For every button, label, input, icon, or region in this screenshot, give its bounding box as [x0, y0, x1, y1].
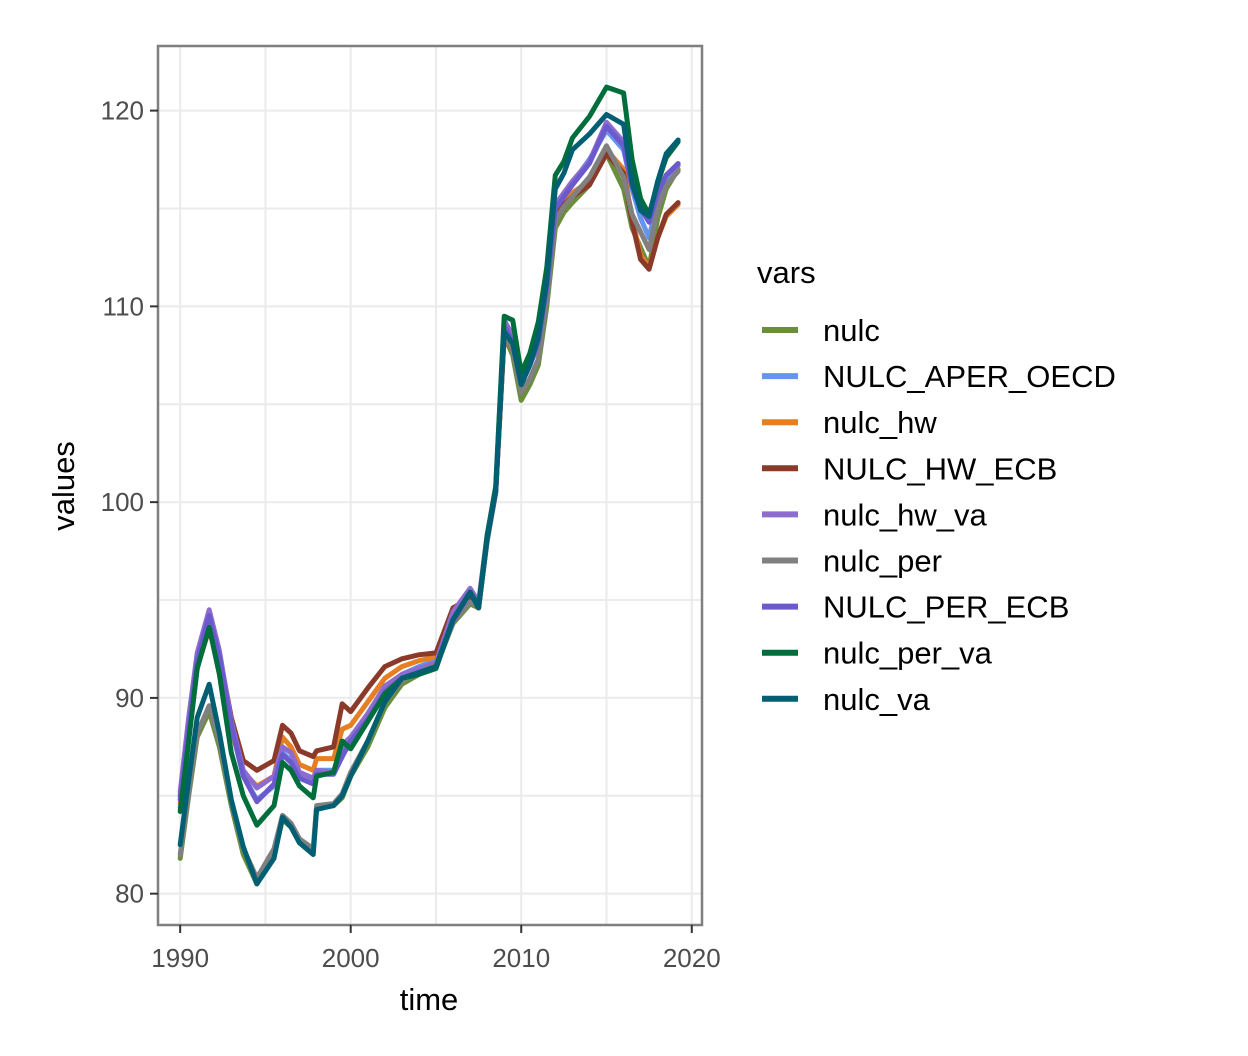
- y-tick-label: 120: [101, 96, 144, 126]
- series-line-nulc-aper-oecd: [177, 127, 681, 810]
- legend-label: nulc_hw: [823, 405, 937, 440]
- legend-label: nulc_per_va: [823, 636, 993, 671]
- series-line-nulc-hw: [177, 147, 681, 807]
- legend-item: nulc_va: [762, 682, 931, 717]
- legend-label: nulc_per: [823, 544, 942, 579]
- grid: [158, 46, 702, 925]
- series-line-nulc-hw-ecb: [177, 151, 681, 799]
- legend-item: nulc_hw_va: [762, 497, 987, 532]
- series-line-nulc-hw-va: [177, 119, 681, 795]
- y-axis-title: values: [46, 441, 81, 531]
- series-line-nulc-per-va: [177, 84, 681, 828]
- x-tick-label: 2010: [492, 943, 550, 973]
- series-line-nulc-per-ecb: [177, 123, 681, 805]
- legend-title: vars: [757, 255, 816, 290]
- legend-label: nulc_va: [823, 682, 931, 717]
- x-tick-label: 2000: [322, 943, 380, 973]
- series-line-nulc: [177, 151, 681, 887]
- x-tick-label: 2020: [663, 943, 721, 973]
- legend-item: nulc_hw: [762, 405, 937, 440]
- legend-item: nulc: [762, 313, 880, 348]
- y-tick-label: 110: [103, 291, 144, 321]
- legend-label: NULC_PER_ECB: [823, 590, 1069, 625]
- plot-panel-border: [156, 44, 704, 927]
- legend-label: NULC_APER_OECD: [823, 359, 1116, 394]
- x-tick-label: 1990: [151, 943, 209, 973]
- x-axis: 1990 2000 2010 2020: [151, 925, 721, 973]
- y-tick-label: 80: [115, 879, 144, 909]
- legend-item: NULC_APER_OECD: [762, 359, 1116, 394]
- legend: vars nulc NULC_APER_OECD nulc_hw NULC_HW_EC…: [757, 255, 1116, 717]
- series-lines: [177, 84, 681, 887]
- legend-item: nulc_per_va: [762, 636, 993, 671]
- y-tick-label: 90: [115, 683, 144, 713]
- y-axis: 80 90 100 110 120: [101, 96, 158, 909]
- y-tick-label: 100: [101, 487, 144, 517]
- series-line-nulc-va: [177, 112, 681, 887]
- legend-label: nulc: [823, 313, 880, 348]
- x-axis-title: time: [400, 982, 459, 1017]
- legend-label: NULC_HW_ECB: [823, 451, 1057, 486]
- legend-item: nulc_per: [762, 544, 942, 579]
- legend-item: NULC_HW_ECB: [762, 451, 1057, 486]
- legend-item: NULC_PER_ECB: [762, 590, 1069, 625]
- legend-label: nulc_hw_va: [823, 497, 987, 532]
